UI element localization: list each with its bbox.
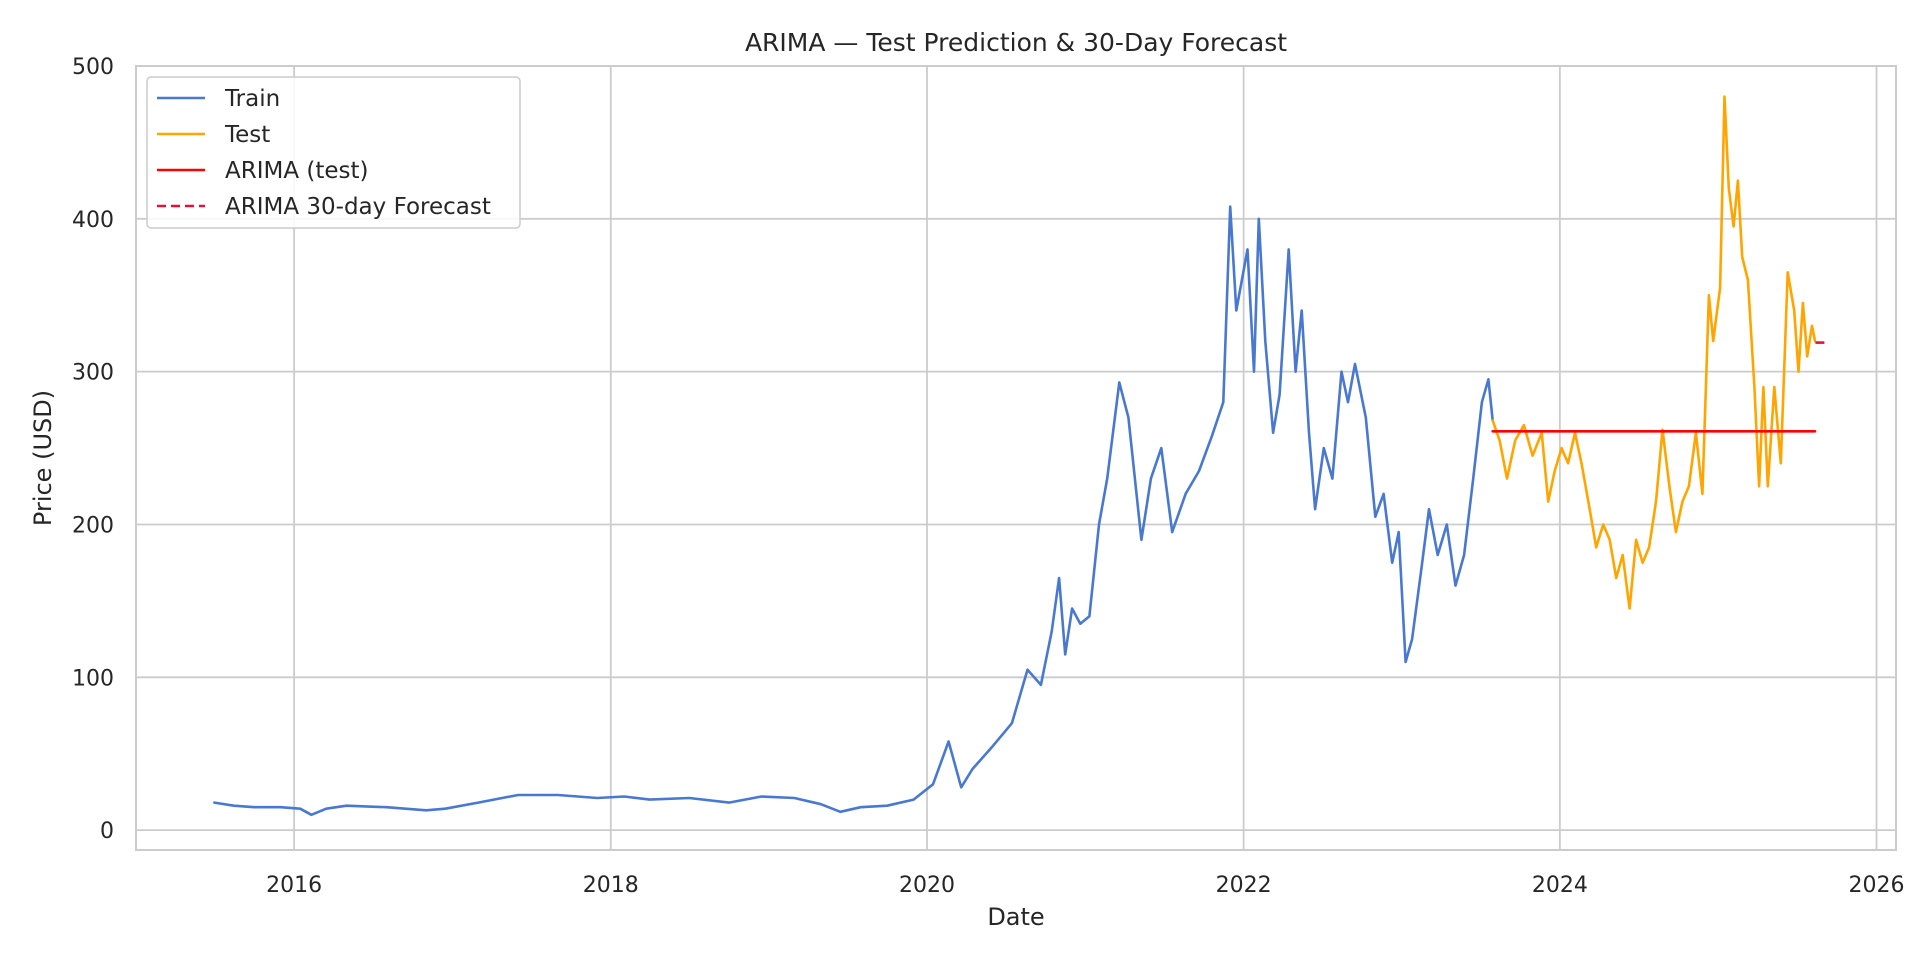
- y-tick-label: 200: [72, 513, 114, 538]
- y-tick-label: 0: [100, 819, 114, 844]
- legend-label: Test: [224, 122, 270, 148]
- series-layer: [213, 95, 1829, 817]
- x-tick-label: 2026: [1849, 873, 1905, 898]
- legend-box: [146, 76, 521, 229]
- legend-label: ARIMA (test): [225, 158, 369, 184]
- tick-layer: 2016 2018 2020 2022 2024 2026 0 100 200 300 400 500: [72, 55, 1905, 898]
- legend: Train Test ARIMA (test) ARIMA 30-day Foreca…: [146, 76, 521, 229]
- y-tick-label: 400: [72, 208, 114, 233]
- x-tick-label: 2020: [899, 873, 955, 898]
- x-tick-label: 2024: [1532, 873, 1588, 898]
- y-tick-label: 300: [72, 361, 114, 386]
- series-line-test: [1491, 95, 1817, 610]
- legend-entries: Train Test ARIMA (test) ARIMA 30-day Foreca…: [157, 86, 491, 220]
- legend-label: ARIMA 30-day Forecast: [225, 194, 491, 220]
- x-tick-label: 2016: [266, 873, 322, 898]
- series-line-train: [213, 205, 1494, 817]
- chart-title: ARIMA — Test Prediction & 30-Day Forecas…: [745, 28, 1287, 57]
- x-tick-label: 2022: [1216, 873, 1272, 898]
- y-tick-label: 500: [72, 55, 114, 80]
- y-tick-label: 100: [72, 666, 114, 691]
- x-tick-label: 2018: [583, 873, 639, 898]
- y-axis-label: Price (USD): [29, 390, 57, 526]
- x-axis-label: Date: [987, 903, 1044, 931]
- legend-label: Train: [224, 86, 280, 112]
- plot-frame: [135, 65, 1897, 851]
